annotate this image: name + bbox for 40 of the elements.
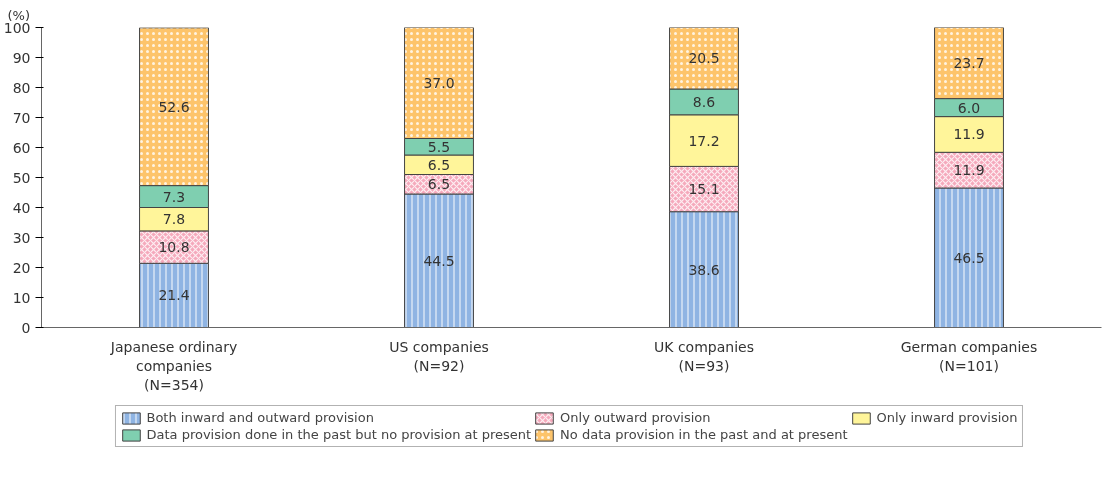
x-tick-label: US companies (N=92) [389,338,489,374]
y-tick-label: 90 [12,49,31,66]
x-tick-label: UK companies (N=93) [654,338,754,374]
x-tick-label: Japanese ordinary companies (N=354) [109,338,238,393]
legend-label: Only inward provision [876,410,1018,425]
data-label: 6.5 [427,156,451,173]
y-tick-label: 60 [12,139,31,156]
data-label: 38.6 [688,261,720,278]
data-label: 7.3 [162,188,186,205]
data-label: 46.5 [953,249,985,266]
data-label: 8.6 [692,93,716,110]
legend-label: Only outward provision [560,410,711,425]
data-label: 21.4 [158,287,190,304]
y-tick-label: 80 [12,79,31,96]
data-label: 6.5 [427,176,451,193]
legend-label: No data provision in the past and at present [560,427,848,442]
data-label: 23.7 [953,55,985,72]
data-label: 11.9 [953,162,985,179]
x-tick-label: German companies (N=101) [900,338,1038,374]
legend-label: Data provision done in the past but no provision at present [146,427,532,442]
y-tick-label: 10 [12,289,31,306]
data-label: 5.5 [427,138,451,155]
data-label: 37.0 [423,75,455,91]
data-label: 15.1 [688,181,720,198]
data-label: 52.6 [158,98,190,115]
y-tick-label: 0 [21,319,31,336]
data-label: 6.0 [957,99,981,116]
y-axis-title: (%) [7,7,30,23]
data-label: 44.5 [423,252,455,269]
data-label: 7.8 [162,211,186,228]
data-label: 11.9 [953,126,985,143]
legend-label: Both inward and outward provision [146,410,374,425]
data-label: 10.8 [158,239,190,256]
y-tick-label: 40 [12,199,31,216]
y-tick-label: 70 [12,109,31,126]
data-label: 20.5 [688,50,720,67]
y-tick-label: 20 [12,259,31,276]
data-label: 17.2 [688,132,720,149]
y-tick-label: 50 [12,169,31,186]
y-tick-label: 30 [12,229,31,246]
